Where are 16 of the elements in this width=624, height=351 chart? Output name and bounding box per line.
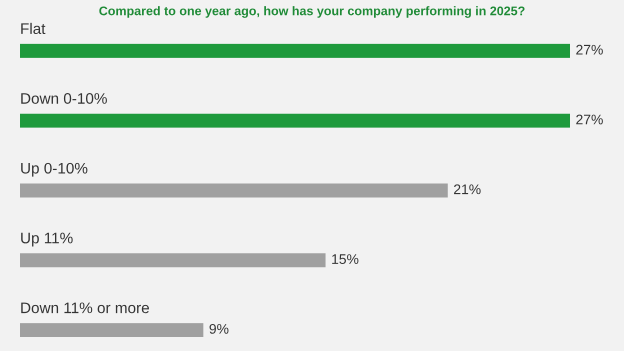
- bar: [20, 44, 570, 58]
- y-tick-label: Down 11% or more: [21, 302, 149, 314]
- y-tick-label: Down 0-10%: [21, 93, 107, 104]
- data-label: 21%: [454, 184, 481, 194]
- y-tick-label: Up 11%: [21, 232, 73, 246]
- data-label: 27%: [576, 44, 603, 55]
- bar: [20, 114, 570, 128]
- y-tick-label: Up 0-10%: [21, 162, 88, 177]
- y-tick-label: Flat: [21, 22, 46, 34]
- bar: [20, 253, 326, 268]
- bar: [20, 184, 448, 198]
- data-label: 9%: [210, 324, 228, 334]
- text: Compared to one year ago, how has your company performing in 2025?: [99, 6, 525, 18]
- data-label: 15%: [332, 254, 358, 264]
- bar: [20, 323, 204, 338]
- data-label: 27%: [576, 114, 603, 124]
